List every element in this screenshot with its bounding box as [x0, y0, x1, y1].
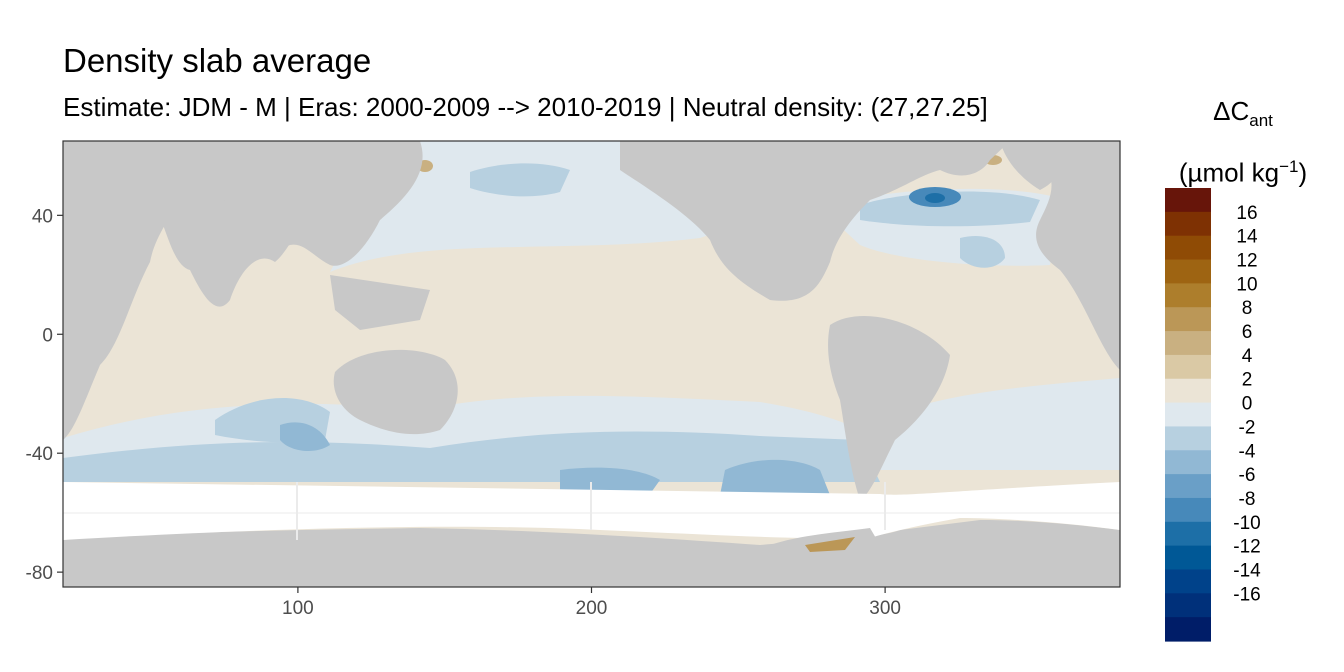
- legend-swatch: [1165, 497, 1211, 523]
- legend-unit-suffix: ): [1298, 157, 1308, 188]
- legend-label: 2: [1242, 370, 1253, 391]
- legend-swatch: [1165, 545, 1211, 571]
- legend-label: -14: [1233, 560, 1261, 581]
- south-atlantic-band: [880, 378, 1120, 470]
- legend-swatch: [1165, 211, 1211, 237]
- land-australia: [333, 349, 458, 435]
- legend-swatch: [1165, 235, 1211, 261]
- southern-pacific-dark: [560, 467, 660, 494]
- legend-swatch: [1165, 354, 1211, 380]
- land-europe-africa-west: [1036, 141, 1120, 370]
- x-tick-label: 100: [282, 598, 314, 619]
- indian-sector-dark: [280, 422, 330, 452]
- legend-label: 8: [1242, 298, 1253, 319]
- legend-title-main: ΔC: [1213, 96, 1250, 126]
- y-tick-label: -40: [26, 444, 53, 465]
- legend-label: -16: [1233, 584, 1260, 605]
- legend-swatch: [1165, 188, 1211, 213]
- x-tick-label: 200: [576, 598, 608, 619]
- legend-label: 0: [1242, 394, 1253, 415]
- legend-swatch: [1165, 283, 1211, 308]
- legend-swatch: [1165, 307, 1211, 332]
- land-antarctic-peninsula: [770, 528, 880, 552]
- north-pacific-patch: [470, 163, 570, 197]
- legend-swatch: [1165, 331, 1211, 356]
- y-tick-label: -80: [26, 563, 53, 584]
- y-tick-label: 40: [32, 206, 53, 227]
- legend-label: -8: [1239, 489, 1256, 510]
- legend-swatch: [1165, 617, 1211, 642]
- land-antarctica: [63, 520, 1120, 587]
- central-atlantic-patch: [960, 236, 1005, 268]
- legend-label: -10: [1233, 513, 1260, 534]
- legend-unit-prefix: (µmol kg: [1178, 157, 1280, 188]
- north-atlantic-patch: [860, 191, 1040, 227]
- legend-label: 10: [1236, 274, 1257, 295]
- map-panel-content: [63, 141, 1120, 587]
- legend-label: -6: [1239, 465, 1256, 486]
- legend-label: 12: [1236, 251, 1257, 272]
- legend-label: 4: [1242, 346, 1253, 367]
- land-north-america: [620, 141, 1010, 301]
- legend-label: 6: [1242, 322, 1253, 343]
- land-eurasia-asia: [200, 141, 423, 266]
- y-tick-label: 0: [42, 325, 53, 346]
- map-subtitle: Estimate: JDM - M | Eras: 2000-2009 --> …: [63, 92, 988, 122]
- legend-title: ΔCant (µmol kg−1): [1163, 88, 1323, 196]
- legend-swatch: [1165, 593, 1211, 618]
- legend-swatch: [1165, 569, 1211, 594]
- legend-label: -4: [1239, 441, 1256, 462]
- legend-swatch: [1165, 402, 1211, 428]
- legend-label: -12: [1233, 537, 1260, 558]
- legend-swatch: [1165, 450, 1211, 475]
- x-tick-label: 300: [869, 598, 901, 619]
- weddell-positive-patch-2: [805, 537, 855, 552]
- legend-swatch: [1165, 426, 1211, 451]
- legend-label: 14: [1236, 227, 1258, 248]
- southern-ocean-mid-band: [63, 431, 880, 482]
- map-panel: [62, 140, 1121, 588]
- land-maritime-se-asia: [330, 275, 430, 330]
- land-south-america: [828, 316, 950, 500]
- legend-label: 16: [1236, 203, 1257, 224]
- panel-gridlines: [63, 482, 1120, 540]
- map-title: Density slab average: [63, 42, 372, 79]
- legend-label: -2: [1239, 417, 1256, 438]
- legend-unit-sup: −1: [1279, 157, 1299, 177]
- legend-swatch: [1165, 521, 1211, 547]
- pacific-sector-dark: [720, 459, 830, 495]
- legend-swatch: [1165, 259, 1211, 284]
- legend-title-sub: ant: [1249, 111, 1273, 131]
- legend-swatch: [1165, 378, 1211, 404]
- legend-swatch: [1165, 474, 1211, 499]
- labrador-sea-patch: [925, 193, 945, 203]
